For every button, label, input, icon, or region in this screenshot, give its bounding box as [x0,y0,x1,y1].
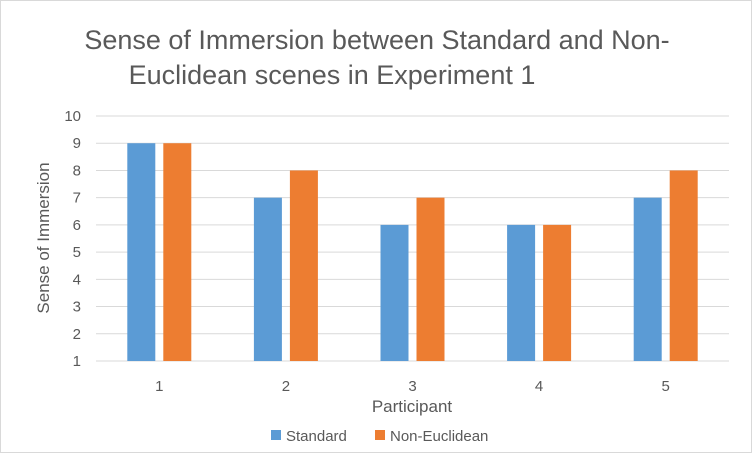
x-tick-label: 5 [662,378,670,395]
y-tick-label: 8 [73,162,81,179]
bar-non-euclidean-4 [543,224,572,361]
legend-swatch-non-euclidean [375,430,385,440]
x-axis-ticks: 1 2 3 4 5 [155,378,670,395]
legend-label-standard: Standard [286,428,347,445]
bar-standard-3 [380,224,409,361]
legend-swatch-standard [271,430,281,440]
bars [127,143,698,361]
y-tick-label: 9 [73,135,81,152]
bar-non-euclidean-2 [289,170,318,361]
x-tick-label: 4 [535,378,543,395]
legend: Standard Non-Euclidean [271,428,488,445]
gridlines [96,115,729,335]
bar-non-euclidean-5 [669,170,698,361]
y-tick-label: 10 [64,108,81,125]
x-tick-label: 1 [155,378,163,395]
x-tick-label: 3 [408,378,416,395]
y-tick-label: 5 [73,244,81,261]
x-axis-title: Participant [372,397,453,416]
bar-standard-5 [633,197,662,361]
y-tick-label: 1 [73,353,81,370]
y-tick-label: 4 [73,271,81,288]
x-tick-label: 2 [282,378,290,395]
y-axis-ticks: 1 2 3 4 5 6 7 8 9 10 [64,108,81,370]
legend-label-non-euclidean: Non-Euclidean [390,428,488,445]
y-axis-title: Sense of Immersion [34,162,53,313]
chart-title-line-2: Euclidean scenes in Experiment 1 [129,60,536,90]
bar-non-euclidean-1 [163,143,192,361]
bar-standard-1 [127,143,156,361]
chart-title-line-1: Sense of Immersion between Standard and … [84,25,669,55]
bar-non-euclidean-3 [416,197,445,361]
bar-standard-4 [507,224,536,361]
y-tick-label: 7 [73,190,81,207]
bar-standard-2 [253,197,282,361]
y-tick-label: 6 [73,217,81,234]
y-tick-label: 2 [73,326,81,343]
y-tick-label: 3 [73,299,81,316]
